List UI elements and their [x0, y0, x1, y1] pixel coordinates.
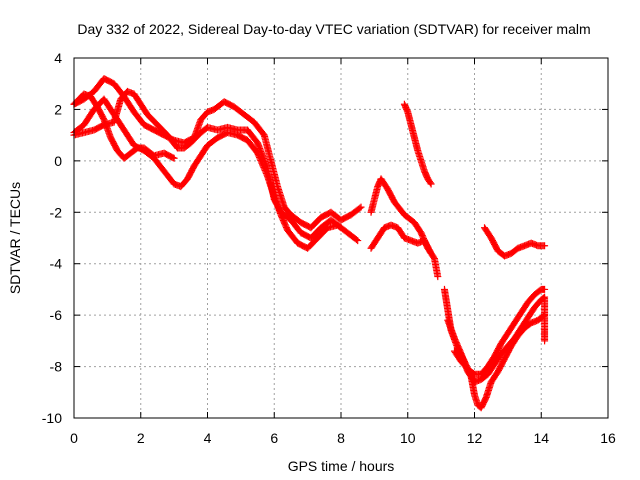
data-point [170, 154, 178, 162]
series-track-e [367, 175, 442, 281]
tick-labels: 0 2 4 6 8 10 12 14 16 -10 -8 -6 -4 -2 0 2 4 [42, 50, 616, 446]
x-tick-label: 2 [137, 430, 145, 446]
data-point [426, 179, 434, 187]
y-tick-label: -4 [50, 256, 63, 272]
series-track-j [444, 293, 549, 386]
y-tick-label: -8 [50, 359, 63, 375]
y-tick-label: -2 [50, 204, 63, 220]
data-point [336, 223, 344, 231]
series-track-k [481, 224, 549, 260]
x-tick-label: 6 [270, 430, 278, 446]
data-point [541, 337, 549, 345]
y-tick-label: 4 [54, 50, 62, 66]
plot-frame [73, 57, 609, 419]
x-axis-label: GPS time / hours [288, 458, 395, 474]
x-tick-label: 12 [467, 430, 483, 446]
y-tick-label: 2 [54, 101, 62, 117]
data-point [354, 237, 362, 245]
data-point [427, 249, 435, 257]
data-point [541, 242, 549, 250]
series-track-g [400, 100, 435, 188]
series-track-f [367, 221, 435, 257]
x-tick-label: 14 [533, 430, 549, 446]
data-point [337, 224, 345, 232]
series-track-d [70, 90, 178, 162]
x-tick-label: 10 [400, 430, 416, 446]
data-point [426, 248, 434, 256]
y-tick-label: -6 [50, 307, 63, 323]
y-tick-label: 0 [54, 153, 62, 169]
x-tick-label: 0 [70, 430, 78, 446]
data-point [541, 285, 549, 293]
y-axis-label: SDTVAR / TECUs [7, 182, 23, 294]
data-point [427, 180, 435, 188]
data-point [434, 273, 442, 281]
data-point [169, 154, 177, 162]
data-point [352, 236, 360, 244]
x-tick-label: 4 [204, 430, 212, 446]
y-tick-label: -10 [42, 410, 62, 426]
series-track-b [70, 75, 365, 232]
x-tick-label: 8 [337, 430, 345, 446]
data-point [357, 203, 365, 211]
grid [74, 58, 608, 418]
x-tick-label: 16 [600, 430, 616, 446]
chart-title: Day 332 of 2022, Sidereal Day-to-day VTE… [77, 21, 590, 37]
data-point [356, 204, 364, 212]
series-track-c [70, 87, 345, 242]
series-layer [70, 75, 549, 412]
